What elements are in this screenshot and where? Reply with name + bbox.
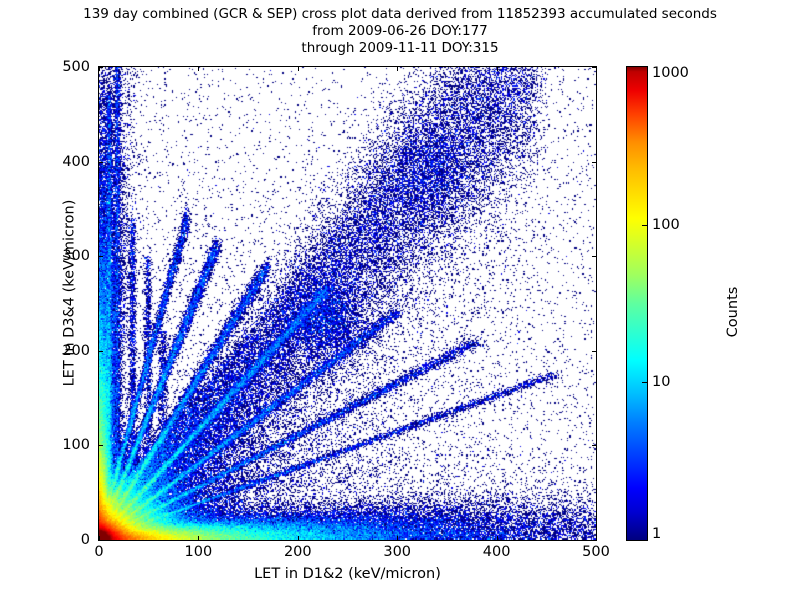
x-tick-mark	[297, 536, 299, 540]
colorbar-label: Counts	[725, 286, 741, 338]
y-tick-label: 300	[62, 248, 90, 265]
y-tick-mark	[592, 67, 596, 68]
y-tick-mark	[592, 445, 596, 447]
x-tick-label: 400	[482, 544, 511, 560]
y-tick-mark	[592, 161, 596, 163]
title-line-3: through 2009-11-11 DOY:315	[301, 40, 499, 56]
x-tick-mark	[297, 67, 299, 71]
y-tick-label: 200	[62, 342, 90, 359]
y-axis-label: LET in D3&4 (keV/micron)	[61, 199, 78, 387]
y-tick-label: 400	[62, 153, 90, 170]
x-tick-mark	[99, 536, 100, 540]
y-tick-mark	[592, 256, 596, 258]
x-tick-mark	[198, 536, 200, 540]
colorbar-tick-label: 100	[652, 216, 680, 233]
x-tick-mark	[198, 67, 200, 71]
x-tick-mark	[496, 67, 498, 71]
x-tick-mark	[397, 536, 399, 540]
x-tick-mark	[397, 67, 399, 71]
x-tick-mark	[99, 67, 100, 71]
y-tick-mark	[99, 256, 103, 258]
x-tick-label: 300	[383, 544, 412, 560]
x-tick-label: 100	[184, 544, 213, 560]
x-tick-mark	[496, 536, 498, 540]
colorbar-tick-label: 1	[652, 526, 662, 542]
x-tick-label: 200	[283, 544, 312, 560]
y-tick-mark	[99, 350, 103, 352]
y-tick-label: 100	[62, 437, 90, 454]
colorbar-tick-label: 1000	[652, 65, 689, 81]
y-tick-mark	[99, 161, 103, 163]
x-tick-label: 500	[582, 544, 610, 560]
density-scatter-plot	[99, 67, 596, 540]
y-tick-mark	[99, 540, 103, 541]
colorbar-tick-mark	[642, 224, 647, 226]
plot-title: 139 day combined (GCR & SEP) cross plot …	[0, 6, 800, 57]
y-tick-mark	[99, 445, 103, 447]
y-tick-mark	[99, 67, 103, 68]
title-line-2: from 2009-06-26 DOY:177	[312, 23, 488, 39]
plot-area[interactable]	[98, 66, 597, 541]
colorbar[interactable]	[626, 66, 648, 541]
y-tick-label: 500	[62, 59, 90, 75]
y-tick-mark	[592, 350, 596, 352]
x-tick-label: 0	[94, 544, 104, 560]
y-tick-mark	[592, 540, 596, 541]
title-line-1: 139 day combined (GCR & SEP) cross plot …	[83, 6, 717, 22]
x-tick-mark	[596, 536, 597, 540]
x-axis-label: LET in D1&2 (keV/micron)	[254, 566, 441, 582]
x-tick-mark	[596, 67, 597, 71]
y-tick-label: 0	[80, 532, 90, 548]
colorbar-tick-label: 10	[652, 374, 671, 391]
colorbar-tick-mark	[642, 382, 647, 384]
